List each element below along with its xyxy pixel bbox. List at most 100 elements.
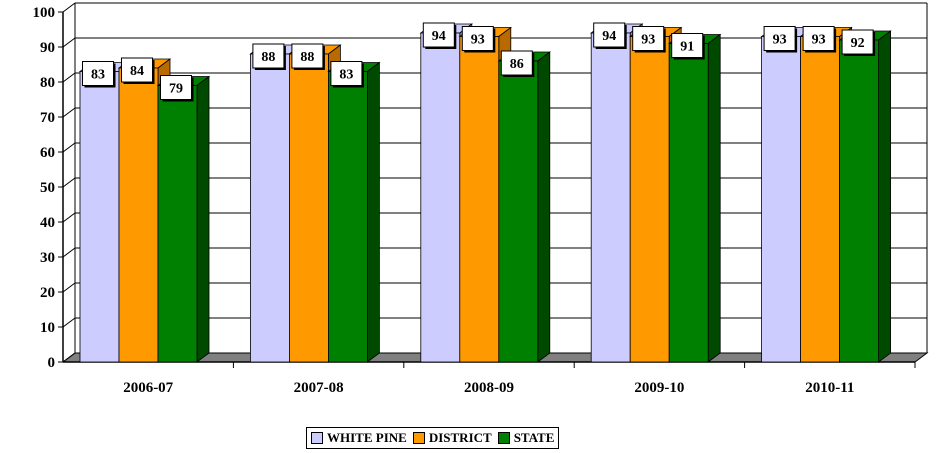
data-label-text: 93 xyxy=(471,33,485,48)
data-label-box xyxy=(500,50,533,76)
bar-front xyxy=(157,85,198,363)
gridline-diagonal xyxy=(62,107,76,118)
legend-item: WHITE PINE xyxy=(311,430,407,446)
bar-front xyxy=(459,36,500,363)
data-label-box xyxy=(593,22,626,48)
data-label: 93 xyxy=(632,26,666,53)
bar-front xyxy=(839,39,879,363)
data-label-box xyxy=(330,61,363,86)
bar xyxy=(327,61,381,363)
data-label-text: 93 xyxy=(773,33,787,48)
bar-front xyxy=(420,32,461,363)
gridline-diagonal xyxy=(62,2,76,13)
y-tick-label: 60 xyxy=(40,145,55,161)
data-label-box xyxy=(632,26,665,51)
bar-front xyxy=(800,36,840,363)
data-label: 94 xyxy=(593,22,627,49)
data-label: 93 xyxy=(461,26,496,53)
legend-item: DISTRICT xyxy=(412,430,492,446)
data-label-text: 88 xyxy=(261,50,275,65)
y-tick-label: 70 xyxy=(40,110,55,126)
bar-front xyxy=(590,32,631,363)
legend-label: DISTRICT xyxy=(428,430,492,445)
bar-front xyxy=(118,67,159,363)
data-label-box xyxy=(291,43,324,69)
data-label-text: 83 xyxy=(339,68,353,83)
legend-swatch xyxy=(412,432,425,444)
bar-side xyxy=(878,30,891,363)
gridline-diagonal xyxy=(62,212,76,223)
y-tick-label: 90 xyxy=(40,40,55,56)
x-tick-label: 2008-09 xyxy=(464,380,514,396)
data-label-text: 93 xyxy=(641,33,655,48)
bar-front xyxy=(327,71,368,363)
y-tick-label: 80 xyxy=(40,75,55,91)
gridline-diagonal xyxy=(62,247,76,258)
data-label: 84 xyxy=(121,57,155,84)
data-label-text: 83 xyxy=(91,68,105,83)
x-tick-label: 2009-10 xyxy=(634,380,684,396)
data-label-text: 94 xyxy=(432,29,446,44)
data-label-box xyxy=(802,26,835,51)
data-label-box xyxy=(422,22,455,48)
data-label: 83 xyxy=(82,61,116,88)
y-tick-label: 40 xyxy=(40,215,55,231)
gridline-diagonal xyxy=(62,37,76,48)
gridline-diagonal xyxy=(62,72,76,83)
data-label-text: 88 xyxy=(300,50,314,65)
data-label: 83 xyxy=(330,61,364,88)
y-tick-label: 0 xyxy=(48,355,56,371)
data-label: 86 xyxy=(500,50,535,77)
bar xyxy=(838,30,892,363)
bar xyxy=(156,75,211,363)
gridline-diagonal xyxy=(62,317,76,328)
bar-front xyxy=(79,71,120,363)
legend-swatch xyxy=(497,432,510,444)
bar-side xyxy=(537,51,551,363)
bar-side xyxy=(366,61,380,363)
data-label: 88 xyxy=(252,43,286,70)
legend-swatch xyxy=(311,432,323,444)
x-tick-label: 2007-08 xyxy=(294,380,344,396)
data-label: 94 xyxy=(422,22,457,49)
data-label-box xyxy=(763,26,796,51)
data-label: 93 xyxy=(763,26,798,53)
bar-front xyxy=(761,36,801,363)
data-label: 88 xyxy=(291,43,325,70)
data-label: 91 xyxy=(671,33,705,60)
bar-front xyxy=(629,36,670,363)
bar-front xyxy=(288,53,329,363)
y-tick-label: 50 xyxy=(40,180,55,196)
bar xyxy=(497,51,551,363)
legend-item: STATE xyxy=(497,430,555,446)
data-label-box xyxy=(841,29,874,55)
data-label-text: 84 xyxy=(130,64,144,79)
bar-front xyxy=(668,43,709,363)
data-label-text: 92 xyxy=(851,36,865,51)
data-label-text: 93 xyxy=(812,33,826,48)
y-tick-label: 100 xyxy=(33,5,56,21)
gridline-diagonal xyxy=(62,177,76,188)
bar-front xyxy=(249,53,290,363)
data-label-text: 86 xyxy=(510,57,524,72)
x-tick-label: 2010-11 xyxy=(805,380,854,396)
data-label-text: 91 xyxy=(680,40,694,55)
bar xyxy=(668,33,722,363)
y-tick-label: 10 xyxy=(40,320,55,336)
data-label-box xyxy=(671,33,704,58)
legend-label: STATE xyxy=(513,430,555,445)
y-tick-label: 30 xyxy=(40,250,55,266)
x-tick-label: 2006-07 xyxy=(123,380,173,396)
data-label-box xyxy=(160,75,192,100)
data-label-text: 94 xyxy=(602,29,616,44)
bar-side xyxy=(707,33,721,363)
data-label-box xyxy=(461,26,494,51)
data-label: 92 xyxy=(841,29,876,56)
data-label-box xyxy=(121,57,153,83)
gridline-diagonal xyxy=(62,282,76,293)
bar-front xyxy=(498,60,539,363)
data-label: 93 xyxy=(802,26,837,53)
gridline-diagonal xyxy=(62,352,76,363)
y-tick-label: 20 xyxy=(40,285,55,301)
